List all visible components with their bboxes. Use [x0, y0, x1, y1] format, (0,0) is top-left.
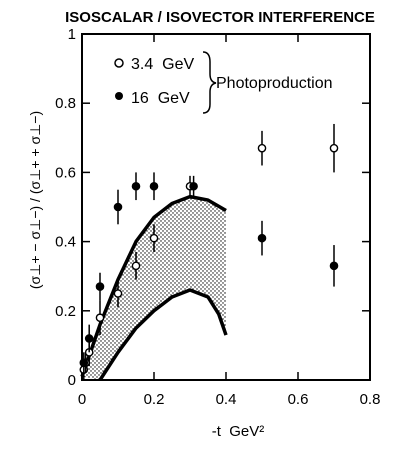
chart-title: ISOSCALAR / ISOVECTOR INTERFERENCE [65, 9, 375, 26]
legend-filled-circle-marker [115, 92, 123, 100]
open-circle-point [113, 289, 123, 298]
legend-open-circle-marker [114, 58, 124, 68]
band-lower-curve [98, 288, 228, 381]
legend-label-16-gev: 16 GeV [131, 90, 190, 107]
y-tick-label: 0.8 [55, 95, 76, 112]
legend: 3.4 GeV 16 GeV Photoproduction [114, 51, 333, 114]
x-tick-label: 0.4 [216, 391, 237, 408]
x-tick-label: 0.6 [288, 391, 309, 408]
filled-circle-point [329, 261, 339, 271]
filled-circle-point [149, 181, 159, 191]
open-circle-point [95, 313, 105, 323]
shaded-band [82, 196, 226, 380]
y-axis-label: (σ⊥+ − σ⊥−) / (σ⊥+ + σ⊥−) [27, 111, 43, 289]
legend-brace [202, 51, 217, 114]
open-circle-point [131, 261, 141, 271]
filled-circle-point [257, 233, 267, 243]
y-tick-label: 0 [68, 372, 76, 389]
y-tick-label: 0.2 [55, 303, 76, 320]
filled-circle-point [189, 181, 198, 191]
band-upper-curve [80, 194, 227, 378]
x-tick-label: 0.2 [144, 391, 165, 408]
y-tick-label: 1 [68, 26, 76, 43]
axis-ticks-group: 0 0.2 0.4 0.6 0.8 0 0.2 0.4 0.6 0.8 1 [55, 26, 380, 408]
legend-label-3-4-gev: 3.4 GeV [131, 56, 194, 73]
x-axis-label: -t GeV² [212, 423, 265, 440]
y-tick-label: 0.6 [55, 164, 76, 181]
open-circle-point [257, 143, 267, 153]
legend-group-label: Photoproduction [216, 75, 333, 92]
filled-circle-point [79, 358, 89, 368]
filled-circle-point [84, 334, 94, 343]
filled-circle-point [113, 202, 123, 212]
x-tick-label: 0.8 [360, 391, 381, 408]
filled-circle-point [95, 282, 105, 291]
data-points-group [79, 123, 339, 380]
x-tick-label: 0 [78, 391, 86, 408]
y-tick-label: 0.4 [55, 234, 76, 251]
open-circle-point [149, 233, 159, 243]
filled-circle-point [131, 181, 141, 191]
shaded-band-group [80, 194, 228, 381]
open-circle-point [329, 143, 339, 153]
